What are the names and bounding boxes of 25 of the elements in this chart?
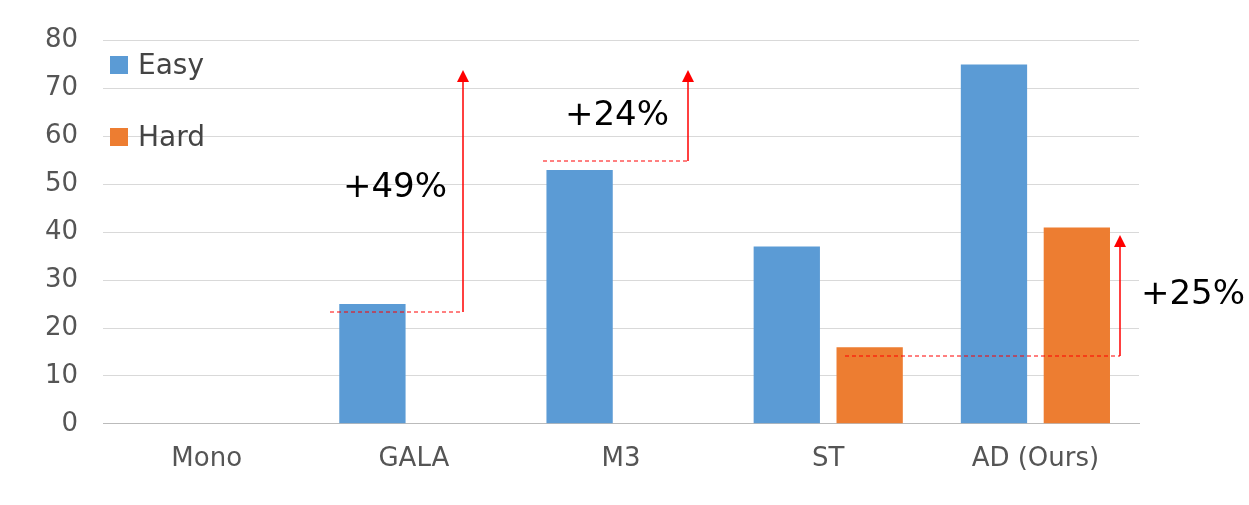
bar xyxy=(1043,227,1110,424)
text: +25% xyxy=(1140,272,1246,312)
y-tick-label: 50 xyxy=(44,167,79,198)
bar xyxy=(339,304,406,424)
bar xyxy=(836,347,903,424)
x-tick-label: Mono xyxy=(171,442,243,473)
y-tick-label: 0 xyxy=(61,406,79,437)
x-tick-label: AD (Ours) xyxy=(971,442,1100,473)
bar xyxy=(960,64,1028,424)
y-tick-label: 10 xyxy=(44,358,79,389)
y-tick-label: 40 xyxy=(44,214,79,245)
y-tick-label: 20 xyxy=(44,310,79,341)
x-tick-label: M3 xyxy=(601,442,641,473)
y-tick-label: 80 xyxy=(44,23,79,54)
bar xyxy=(546,169,613,424)
y-tick-label: 70 xyxy=(44,71,79,102)
bar xyxy=(753,246,820,424)
annotation: +49% xyxy=(342,165,448,205)
x-tick-label: GALA xyxy=(378,442,450,473)
legend-label: Hard xyxy=(138,120,206,153)
y-tick-label: 60 xyxy=(44,119,79,150)
x-tick-label: ST xyxy=(812,442,845,473)
annotation: +24% xyxy=(564,93,670,133)
y-tick-label: 30 xyxy=(44,262,79,293)
legend-label: Easy xyxy=(138,48,205,81)
